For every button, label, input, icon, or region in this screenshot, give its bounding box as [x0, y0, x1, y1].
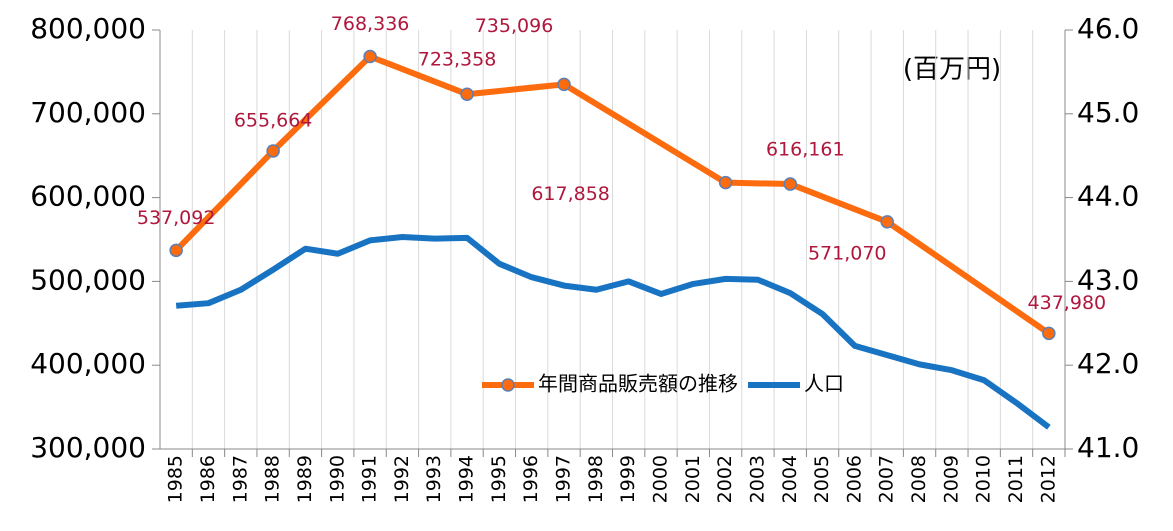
unit-annotation: (百万円): [903, 55, 1001, 85]
x-tick-label: 2011: [1005, 455, 1027, 503]
x-tick-label: 1988: [262, 455, 284, 503]
data-point: [557, 77, 571, 92]
y-tick-label: 300,000: [30, 431, 146, 464]
x-tick-label: 1994: [456, 455, 478, 503]
data-label: 655,664: [234, 109, 313, 131]
data-label: 768,336: [331, 13, 410, 35]
x-tick-label: 2010: [973, 455, 995, 503]
x-tick-label: 2007: [876, 455, 898, 503]
x-tick-label: 1987: [229, 455, 251, 503]
data-point: [363, 49, 377, 64]
x-tick-label: 1993: [423, 455, 445, 503]
x-tick-label: 1986: [197, 455, 219, 503]
y2-tick-label: 45.0: [1077, 96, 1139, 129]
x-tick-label: 2003: [746, 455, 768, 503]
x-tick-label: 2001: [682, 455, 704, 503]
data-label: 537,092: [137, 207, 216, 229]
x-tick-label: 1992: [391, 455, 413, 503]
series-line: [175, 233, 1051, 430]
data-label: 571,070: [808, 242, 887, 264]
x-tick-label: 2005: [811, 455, 833, 503]
x-tick-label: 1990: [326, 455, 348, 503]
y2-tick-label: 42.0: [1077, 347, 1139, 380]
data-point: [880, 215, 894, 229]
data-point: [266, 144, 280, 158]
data-label: 723,358: [418, 49, 497, 71]
data-point: [460, 87, 474, 101]
y2-tick-label: 44.0: [1077, 180, 1139, 213]
x-tick-label: 2002: [714, 455, 736, 503]
y-tick-label: 600,000: [30, 180, 146, 213]
x-tick-label: 2012: [1037, 455, 1059, 503]
x-tick-label: 1999: [617, 455, 639, 503]
y-tick-label: 700,000: [30, 96, 146, 129]
data-label: 616,161: [766, 139, 845, 161]
x-tick-label: 2006: [843, 455, 865, 503]
legend-label: 人口: [804, 372, 844, 396]
x-tick-label: 1998: [585, 455, 607, 503]
legend-label: 年間商品販売額の推移: [538, 372, 738, 396]
data-label: 617,858: [531, 183, 610, 205]
data-point: [169, 243, 183, 258]
data-label: 735,096: [475, 15, 554, 37]
x-tick-label: 2008: [908, 455, 930, 503]
data-label: 437,980: [1028, 292, 1107, 314]
data-point: [1042, 326, 1056, 341]
x-tick-label: 1995: [488, 455, 510, 503]
legend-marker: [501, 378, 515, 392]
data-point: [718, 175, 733, 190]
x-tick-label: 1997: [553, 455, 575, 503]
y-tick-label: 500,000: [30, 263, 146, 296]
y-tick-label: 400,000: [30, 347, 146, 380]
data-point: [783, 177, 798, 191]
x-tick-label: 2009: [940, 455, 962, 503]
y-tick-label: 800,000: [30, 12, 146, 45]
x-tick-label: 2004: [779, 455, 801, 503]
x-tick-label: 1996: [520, 455, 542, 503]
x-tick-label: 2000: [649, 455, 671, 503]
x-tick-label: 1985: [165, 455, 187, 503]
y2-tick-label: 41.0: [1077, 431, 1139, 464]
y2-tick-label: 43.0: [1077, 263, 1139, 296]
x-tick-label: 1989: [294, 455, 316, 503]
x-tick-label: 1991: [359, 455, 381, 503]
y2-tick-label: 46.0: [1077, 12, 1139, 45]
